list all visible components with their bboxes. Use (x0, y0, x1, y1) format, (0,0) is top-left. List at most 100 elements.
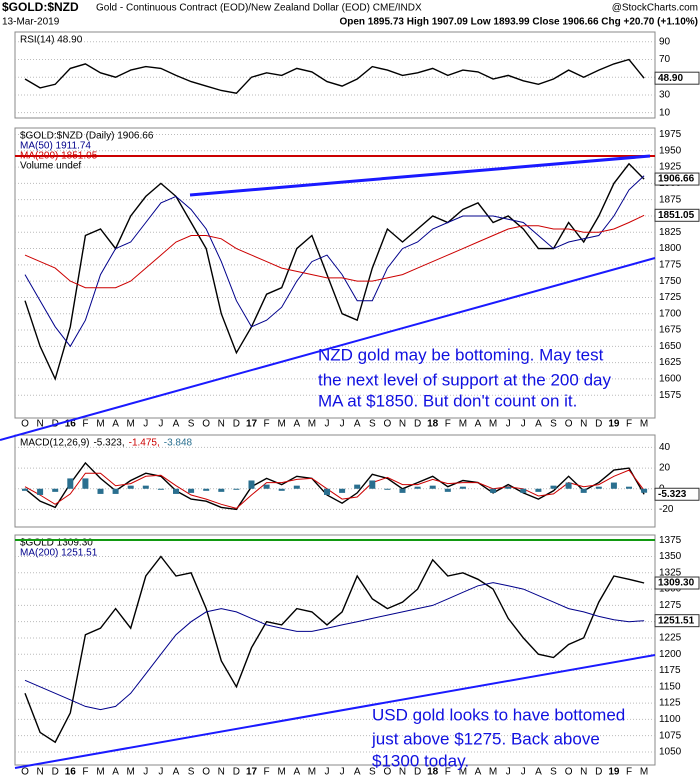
legend-entry: $GOLD 1309.30 (20, 538, 93, 549)
x-tick-label: J (143, 419, 148, 430)
x-tick-label: 19 (608, 767, 620, 778)
x-tick-label: F (264, 767, 270, 778)
histogram-bar (82, 478, 89, 489)
legend-note: Volume undef (20, 161, 81, 172)
last-value-box (654, 208, 700, 222)
x-tick-label: F (445, 767, 451, 778)
histogram-bar (641, 488, 648, 493)
x-tick-label: J (143, 767, 148, 778)
x-tick-label: N (580, 767, 587, 778)
x-tick-label: J (325, 767, 330, 778)
x-tick-label: O (384, 419, 392, 430)
x-tick-label: O (384, 767, 392, 778)
x-tick-label: A (293, 767, 300, 778)
histogram-bar (550, 485, 557, 489)
series-line (24, 214, 645, 289)
y-tick-label: 1375 (659, 535, 682, 546)
y-tick-label: 1725 (659, 292, 682, 303)
histogram-bar (157, 488, 164, 490)
histogram-bar (233, 488, 240, 490)
y-tick-label: 1925 (659, 162, 682, 173)
x-tick-label: O (565, 767, 573, 778)
y-tick-label: 1675 (659, 325, 682, 336)
header-title: $GOLD:$NZD (2, 0, 79, 14)
histogram-bar (293, 485, 300, 489)
legend-entry: MA(200) 1251.51 (20, 548, 98, 559)
histogram-bar (127, 485, 134, 489)
x-tick-label: 18 (427, 767, 439, 778)
histogram-bar (414, 486, 421, 489)
y-tick-label: 1650 (659, 341, 682, 352)
x-tick-label: J (158, 419, 163, 430)
y-tick-label: 1350 (659, 551, 682, 562)
panel-frame (14, 434, 656, 528)
x-tick-label: A (293, 419, 300, 430)
histogram-bar (263, 484, 270, 489)
y-tick-label: 1125 (659, 698, 681, 709)
header-date: 13-Mar-2019 (2, 17, 60, 28)
x-tick-label: A (535, 419, 542, 430)
x-tick-label: S (369, 767, 376, 778)
last-value-box (654, 576, 700, 590)
histogram-bar (142, 485, 149, 489)
x-tick-label: O (202, 767, 210, 778)
y-tick-label: 1150 (659, 681, 681, 692)
last-value-box (654, 614, 700, 628)
x-tick-label: N (218, 767, 225, 778)
histogram-bar (565, 482, 572, 489)
legend-entry: -5.323, (93, 438, 124, 449)
x-tick-label: D (595, 419, 602, 430)
x-tick-label: M (640, 419, 648, 430)
last-value-label: 1906.66 (658, 174, 695, 185)
y-tick-label: 1750 (659, 276, 682, 287)
x-tick-label: A (354, 767, 361, 778)
x-tick-label: M (459, 767, 467, 778)
annotation: USD gold looks to have bottomed (372, 705, 625, 724)
x-tick-label: A (475, 419, 482, 430)
x-tick-label: S (188, 419, 195, 430)
x-tick-label: M (308, 767, 316, 778)
y-tick-label: 1200 (659, 649, 682, 660)
histogram-bar (218, 488, 225, 492)
x-tick-label: N (580, 419, 587, 430)
histogram-bar (354, 484, 361, 489)
x-tick-label: M (308, 419, 316, 430)
histogram-bar (580, 488, 587, 493)
series-line (24, 469, 645, 509)
histogram-bar (535, 488, 542, 492)
series-line (24, 58, 645, 94)
x-tick-label: D (414, 767, 421, 778)
y-tick-label: 1325 (659, 567, 682, 578)
x-tick-label: F (445, 419, 451, 430)
histogram-bar (188, 488, 195, 493)
x-tick-label: O (202, 419, 210, 430)
x-tick-label: J (521, 767, 526, 778)
x-tick-label: A (112, 767, 119, 778)
last-value-label: 1251.51 (658, 615, 695, 626)
histogram-bar (173, 488, 179, 494)
annotation: MA at $1850. But don't count on it. (318, 391, 577, 410)
x-tick-label: O (21, 767, 29, 778)
y-tick-label: 1625 (659, 357, 682, 368)
series-line (24, 162, 645, 381)
y-tick-label: 1950 (659, 145, 682, 156)
legend-entry: MA(50) 1911.74 (20, 141, 91, 152)
x-tick-label: A (354, 419, 361, 430)
series-line (24, 555, 645, 744)
histogram-bar (369, 480, 376, 489)
y-tick-label: 1875 (659, 194, 682, 205)
y-tick-label: 1075 (659, 730, 682, 741)
histogram-bar (505, 486, 512, 489)
last-value-label: -5.323 (658, 489, 687, 500)
y-tick-label: 1100 (659, 714, 681, 725)
x-tick-label: N (399, 419, 406, 430)
histogram-bar (520, 488, 527, 493)
x-tick-label: J (158, 767, 163, 778)
panel-frame (14, 534, 656, 766)
panel-frame (14, 127, 656, 419)
histogram-bar (384, 488, 391, 490)
histogram-bar (22, 488, 28, 491)
x-tick-label: J (340, 767, 345, 778)
y-tick-label: 1800 (659, 243, 682, 254)
